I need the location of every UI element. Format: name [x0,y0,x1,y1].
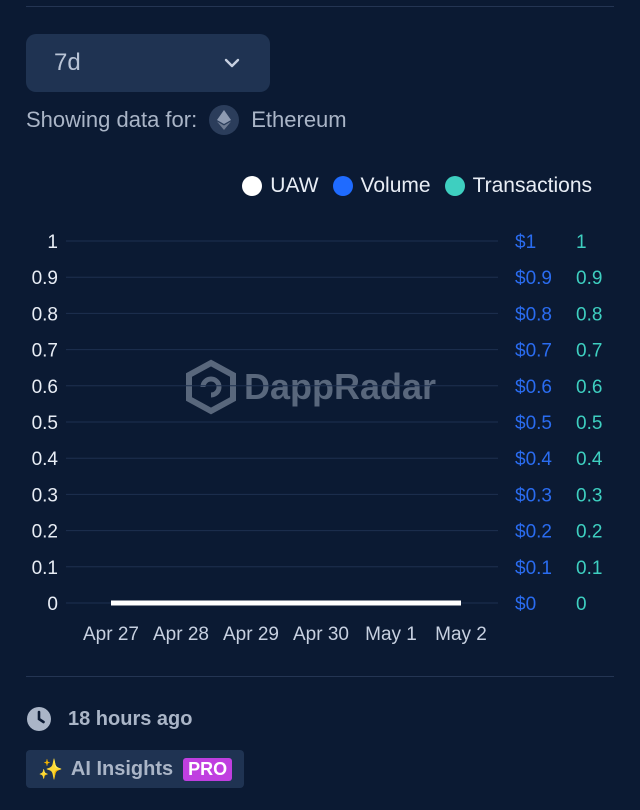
legend-label-volume: Volume [360,174,431,197]
y-tick-label-uaw: 0.8 [32,304,58,325]
x-tick-label: Apr 28 [153,624,209,645]
legend-item-uaw[interactable]: UAW [242,174,319,198]
watermark-text: DappRadar [244,366,436,407]
y-tick-label-uaw: 0.2 [32,522,58,543]
y-tick-label-transactions: 0.3 [576,485,602,506]
activity-chart: DappRadar 0 $0 0 0.1 $0.1 0.1 0.2 $0.2 0.2 0.3 $0.3… [32,232,603,645]
y-tick-label-transactions: 0.7 [576,341,602,362]
y-tick-label-volume: $0.7 [515,341,552,362]
y-tick-label-transactions: 0 [576,594,587,615]
chart-legend: UAW Volume Transactions [228,174,592,198]
last-updated: 18 hours ago [26,706,192,732]
x-tick-label: May 2 [435,624,487,645]
y-tick-label-uaw: 0.4 [32,449,59,470]
dappradar-watermark: DappRadar [186,359,436,415]
y-tick-label-uaw: 0.9 [32,268,58,289]
legend-label-transactions: Transactions [472,174,592,197]
legend-dot-transactions [444,176,465,196]
y-tick-label-transactions: 0.9 [576,268,602,289]
pro-badge: PRO [183,757,233,781]
legend-item-volume[interactable]: Volume [332,174,431,198]
y-tick-label-volume: $0 [515,594,536,615]
y-tick-label-transactions: 0.2 [576,522,602,543]
y-tick-label-transactions: 1 [576,232,587,253]
ai-insights-label: AI Insights [70,757,174,780]
y-tick-label-transactions: 0.8 [576,304,602,325]
y-tick-label-uaw: 1 [47,232,58,253]
y-tick-label-uaw: 0.1 [32,558,58,579]
y-tick-label-volume: $0.4 [515,449,552,470]
y-tick-label-volume: $0.2 [515,522,552,543]
sparkles-icon: ✨ [38,758,63,781]
y-tick-label-uaw: 0 [47,594,58,615]
network-indicator: Showing data for: Ethereum [26,104,347,136]
x-tick-label: Apr 27 [83,624,139,645]
y-tick-label-volume: $0.1 [515,558,552,579]
y-tick-label-transactions: 0.5 [576,413,602,434]
y-tick-label-volume: $0.6 [515,377,552,398]
y-tick-label-volume: $0.3 [515,485,552,506]
legend-label-uaw: UAW [270,174,319,197]
network-name: Ethereum [251,107,347,132]
y-tick-label-volume: $0.5 [515,413,552,434]
ethereum-icon [209,105,240,135]
top-divider [26,6,614,7]
dappradar-logo-icon [186,359,236,415]
y-tick-label-transactions: 0.4 [576,449,603,470]
y-tick-label-uaw: 0.7 [32,341,58,362]
y-tick-label-volume: $0.9 [515,268,552,289]
last-updated-text: 18 hours ago [68,707,193,730]
time-range-value: 7d [54,49,81,76]
y-tick-label-volume: $1 [515,232,536,253]
y-tick-label-uaw: 0.5 [32,413,58,434]
time-range-select[interactable]: 7d [26,34,270,92]
y-tick-label-volume: $0.8 [515,304,552,325]
ai-insights-button[interactable]: ✨ AI Insights PRO [26,750,245,788]
legend-item-transactions[interactable]: Transactions [444,174,592,198]
bottom-divider [26,676,614,677]
legend-dot-volume [332,176,353,196]
chevron-down-icon [224,58,240,68]
x-tick-label: May 1 [365,624,417,645]
legend-dot-uaw [242,176,263,196]
y-tick-label-uaw: 0.3 [32,485,58,506]
y-tick-label-transactions: 0.1 [576,558,602,579]
x-tick-label: Apr 30 [293,624,349,645]
y-tick-label-uaw: 0.6 [32,377,58,398]
y-tick-label-transactions: 0.6 [576,377,602,398]
x-tick-label: Apr 29 [223,624,279,645]
showing-label: Showing data for: [26,107,198,132]
clock-icon [27,707,51,731]
